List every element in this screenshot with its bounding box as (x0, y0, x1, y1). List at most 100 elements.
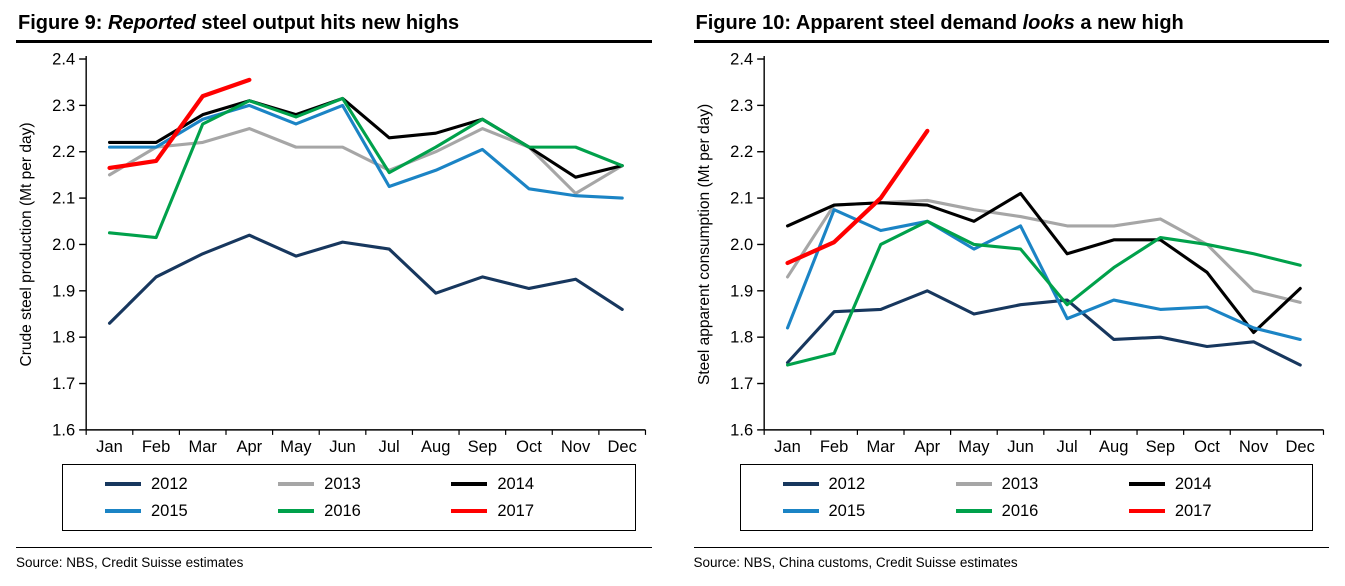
legend-label: 2014 (1174, 474, 1212, 493)
y-tick-label: 2.1 (730, 189, 753, 208)
series-line-2017 (107, 77, 252, 171)
legend-label: 2015 (828, 501, 866, 520)
legend-label: 2016 (1001, 501, 1039, 520)
y-tick-label: 1.8 (730, 328, 753, 347)
x-tick-label: May (958, 437, 990, 456)
y-tick-label: 1.8 (52, 328, 75, 347)
series-line-2015 (107, 103, 624, 200)
y-tick-label: 2.3 (52, 96, 75, 115)
y-tick-label: 1.9 (52, 281, 75, 300)
legend-swatch-2015 (782, 508, 819, 514)
title-text: Figure 10: Apparent steel demand (695, 12, 1023, 34)
legend-item-2014: 2014 (451, 474, 624, 494)
y-tick-label: 2.1 (52, 189, 75, 208)
legend-swatch-2014 (1128, 481, 1165, 487)
series-line-2012 (785, 289, 1302, 367)
figure-9-title: Figure 9: Reported steel output hits new… (16, 10, 652, 43)
chart-plot-area: 1.6 1.7 1.8 1.9 2.0 2.1 2.2 2.3 2.4 Jan Feb Mar Apr M… (18, 51, 647, 456)
series-line-2017 (784, 128, 929, 266)
legend-item-2017: 2017 (451, 501, 624, 521)
y-tick-label: 1.7 (52, 374, 75, 393)
source-text: Source: NBS, China customs, Credit Suiss… (693, 554, 1018, 570)
y-axis-title: Crude steel production (Mt per day) (18, 122, 35, 366)
y-tick-label: 2.3 (730, 96, 753, 115)
figure-9-chart: 1.6 1.7 1.8 1.9 2.0 2.1 2.2 2.3 2.4 Jan Feb Mar Apr M… (16, 51, 652, 460)
y-tick-label: 2.4 (52, 51, 75, 69)
x-tick-label: Jun (329, 437, 356, 456)
y-tick-label: 1.6 (52, 420, 75, 439)
x-tick-label: Oct (1194, 437, 1220, 456)
x-tick-label: Aug (421, 437, 450, 456)
legend-swatch-2012 (105, 481, 141, 487)
x-tick-label: Jul (379, 437, 400, 456)
legend-item-2017: 2017 (1128, 501, 1302, 521)
series-line-2015 (785, 208, 1302, 342)
x-tick-label: Apr (236, 437, 262, 456)
legend-item-2015: 2015 (782, 501, 956, 521)
x-tick-label: Aug (1099, 437, 1128, 456)
source-divider (693, 546, 1329, 548)
x-tick-label: Dec (607, 437, 636, 456)
legend-label: 2012 (828, 474, 866, 493)
figure-10-panel: Figure 10: Apparent steel demand looks a… (693, 10, 1330, 570)
y-tick-label: 2.2 (52, 142, 75, 161)
title-text: steel output hits new highs (195, 12, 460, 34)
chart-plot-area: 1.6 1.7 1.8 1.9 2.0 2.1 2.2 2.3 2.4 Jan Feb Mar Apr M… (696, 51, 1324, 456)
x-tick-label: Feb (819, 437, 847, 456)
figure-9-source: Source: NBS, Credit Suisse estimates (16, 546, 652, 570)
y-tick-label: 1.7 (730, 374, 753, 393)
legend-swatch-2017 (451, 508, 488, 514)
legend-item-2012: 2012 (782, 474, 956, 494)
x-tick-label: Dec (1285, 437, 1314, 456)
x-tick-label: Jul (1056, 437, 1077, 456)
title-italic-text: looks (1022, 12, 1075, 34)
x-tick-label: Mar (866, 437, 895, 456)
series-line-2014 (107, 96, 624, 179)
x-tick-label: May (280, 437, 312, 456)
x-tick-label: Sep (1145, 437, 1174, 456)
legend-swatch-2013 (278, 481, 315, 487)
y-tick-label: 1.9 (730, 281, 753, 300)
y-tick-label: 2.4 (730, 51, 753, 69)
source-text: Source: NBS, Credit Suisse estimates (16, 554, 244, 570)
legend-swatch-2014 (451, 481, 488, 487)
x-tick-label: Jan (96, 437, 123, 456)
x-tick-label: Mar (188, 437, 217, 456)
figure-9-panel: Figure 9: Reported steel output hits new… (16, 10, 652, 570)
x-tick-label: Feb (142, 437, 170, 456)
legend-label: 2017 (497, 501, 535, 520)
legend-label: 2013 (1001, 474, 1039, 493)
y-tick-label: 2.0 (730, 235, 753, 254)
x-tick-label: Jan (774, 437, 801, 456)
x-tick-label: Jun (1007, 437, 1034, 456)
figure-10-source: Source: NBS, China customs, Credit Suiss… (693, 546, 1329, 570)
title-text: a new high (1074, 12, 1184, 34)
y-tick-label: 2.0 (52, 235, 75, 254)
title-italic-text: Reported (108, 12, 196, 34)
legend-item-2013: 2013 (955, 474, 1129, 494)
legend-swatch-2015 (105, 508, 141, 514)
figure-10-chart: 1.6 1.7 1.8 1.9 2.0 2.1 2.2 2.3 2.4 Jan Feb Mar Apr M… (694, 51, 1330, 460)
legend-item-2013: 2013 (278, 474, 451, 494)
legend-item-2016: 2016 (278, 501, 451, 521)
legend-item-2014: 2014 (1128, 474, 1302, 494)
legend-item-2012: 2012 (105, 474, 278, 494)
legend-label: 2017 (1174, 501, 1212, 520)
y-axis-title: Steel apparent consumption (Mt per day) (696, 104, 713, 385)
legend-label: 2014 (497, 474, 535, 493)
legend-label: 2016 (324, 501, 361, 520)
x-tick-label: Nov (561, 437, 591, 456)
series-line-2012 (107, 233, 624, 325)
x-tick-label: Sep (468, 437, 497, 456)
legend-swatch-2013 (955, 481, 992, 487)
x-tick-label: Apr (914, 437, 940, 456)
x-tick-label: Oct (516, 437, 542, 456)
title-text: Figure 9: (18, 12, 109, 34)
legend-swatch-2017 (1128, 508, 1165, 514)
legend-label: 2012 (151, 474, 188, 493)
legend-swatch-2016 (955, 508, 992, 514)
legend-label: 2015 (151, 501, 188, 520)
x-tick-label: Nov (1238, 437, 1268, 456)
y-tick-label: 2.2 (730, 142, 753, 161)
legend-swatch-2012 (782, 481, 819, 487)
